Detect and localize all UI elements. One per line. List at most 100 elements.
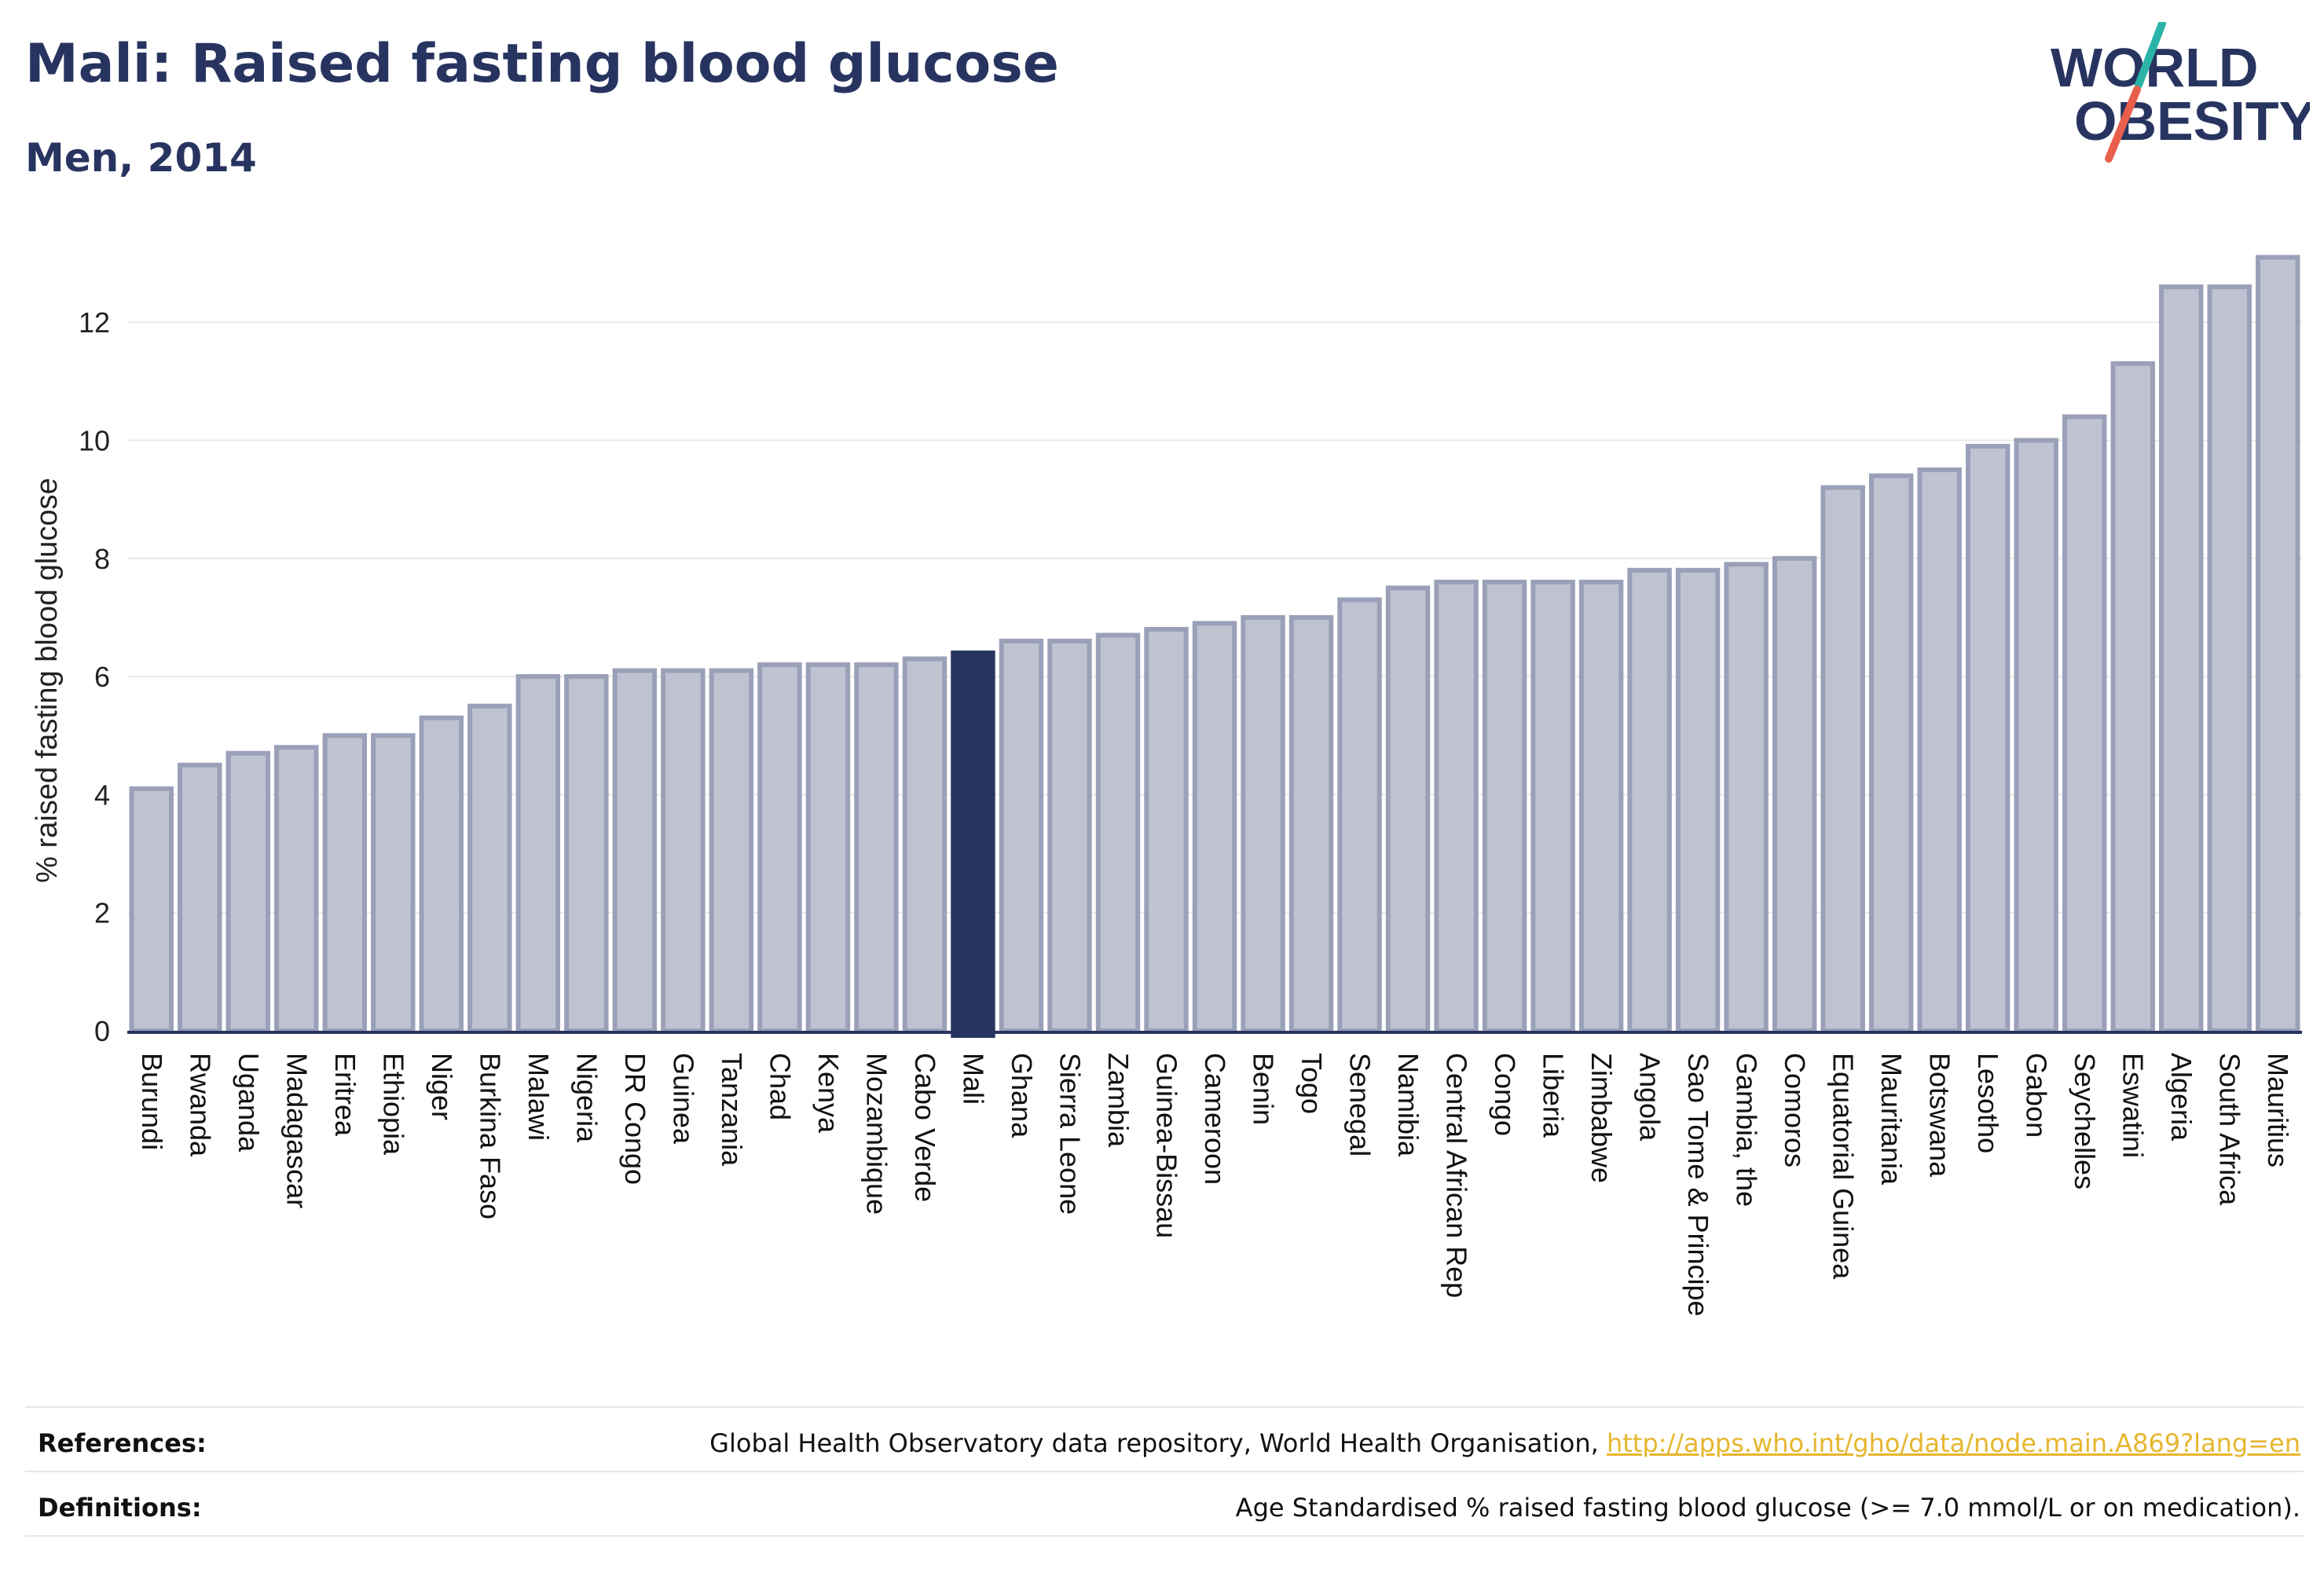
bar-guinea-bissau[interactable]: [1144, 626, 1189, 1034]
bar-liberia[interactable]: [1530, 579, 1575, 1033]
bar-congo[interactable]: [1482, 579, 1527, 1033]
bar-comoros[interactable]: [1772, 555, 1817, 1033]
x-tick-label: Seychelles: [2069, 1053, 2101, 1189]
x-tick-label: Madagascar: [280, 1053, 313, 1208]
bar-kenya[interactable]: [805, 662, 851, 1033]
bar-chad[interactable]: [757, 662, 802, 1033]
x-tick-label: Liberia: [1538, 1053, 1570, 1138]
bar-ethiopia[interactable]: [371, 733, 416, 1033]
footer-divider-bottom: [25, 1535, 2304, 1537]
references-label: References:: [38, 1428, 207, 1458]
x-tick-label: Comoros: [1779, 1053, 1811, 1167]
footer-divider-top: [25, 1406, 2304, 1408]
bar-lesotho[interactable]: [1965, 444, 2011, 1033]
bar-mali[interactable]: [951, 651, 995, 1038]
x-tick-label: Rwanda: [184, 1053, 216, 1157]
x-tick-label: Mali: [957, 1053, 989, 1105]
logo-accent-teal: [2135, 22, 2166, 89]
x-tick-label: Togo: [1296, 1053, 1328, 1114]
x-tick-label: Guinea: [667, 1053, 699, 1145]
bar-guinea[interactable]: [661, 668, 706, 1033]
x-tick-label: Equatorial Guinea: [1827, 1053, 1860, 1280]
x-tick-label: Guinea-Bissau: [1150, 1053, 1182, 1238]
bar-eswatini[interactable]: [2110, 361, 2155, 1033]
world-obesity-logo: WORLD OBESITY: [2051, 22, 2310, 163]
bar-niger[interactable]: [419, 715, 464, 1033]
bar-rwanda[interactable]: [178, 762, 222, 1033]
x-tick-label: Sierra Leone: [1054, 1053, 1086, 1215]
references-link[interactable]: http://apps.who.int/gho/data/node.main.A…: [1606, 1428, 2300, 1458]
y-tick-label: 0: [94, 1015, 110, 1047]
bar-namibia[interactable]: [1385, 585, 1431, 1033]
y-tick-label: 4: [94, 779, 110, 811]
x-tick-label: Namibia: [1392, 1053, 1424, 1157]
bar-tanzania[interactable]: [709, 668, 754, 1033]
bar-dr-congo[interactable]: [612, 668, 658, 1033]
bar-cameroon[interactable]: [1192, 621, 1237, 1033]
bar-sao-tome-principe[interactable]: [1675, 567, 1721, 1033]
x-tick-label: Senegal: [1344, 1053, 1376, 1156]
bar-eritrea[interactable]: [322, 733, 368, 1033]
bar-mozambique[interactable]: [854, 662, 899, 1033]
chart-subtitle: Men, 2014: [25, 135, 257, 181]
x-tick-label: Benin: [1248, 1053, 1280, 1125]
bar-gabon[interactable]: [2014, 438, 2058, 1033]
bar-ghana[interactable]: [999, 639, 1044, 1033]
bar-botswana[interactable]: [1917, 467, 1962, 1033]
bar-gambia-the[interactable]: [1724, 562, 1769, 1033]
x-tick-label: Ethiopia: [377, 1053, 409, 1156]
bar-cabo-verde[interactable]: [902, 656, 948, 1034]
x-tick-label: Nigeria: [570, 1053, 603, 1143]
logo-accent-coral: [2105, 86, 2141, 163]
x-tick-label: Algeria: [2165, 1053, 2198, 1142]
x-tick-label: Malawi: [522, 1053, 555, 1141]
bar-benin[interactable]: [1241, 614, 1285, 1033]
x-tick-label: Uganda: [233, 1053, 265, 1153]
bar-burkina-faso[interactable]: [467, 703, 512, 1034]
x-tick-label: Cabo Verde: [909, 1053, 941, 1202]
references-text: Global Health Observatory data repositor…: [709, 1428, 2300, 1458]
bar-nigeria[interactable]: [564, 674, 609, 1033]
y-tick-label: 12: [79, 306, 110, 339]
definitions-text: Age Standardised % raised fasting blood …: [1235, 1493, 2300, 1523]
x-tick-label: Lesotho: [1972, 1053, 2004, 1153]
references-source: Global Health Observatory data repositor…: [709, 1428, 1607, 1458]
x-tick-label: Ghana: [1006, 1053, 1038, 1138]
x-tick-label: Central African Rep: [1441, 1053, 1473, 1298]
bar-zambia[interactable]: [1095, 632, 1141, 1033]
y-tick-label: 6: [94, 661, 110, 693]
bar-seychelles[interactable]: [2062, 414, 2107, 1033]
bar-togo[interactable]: [1288, 614, 1334, 1033]
chart-title: Mali: Raised fasting blood glucose: [25, 33, 1059, 95]
bar-central-african-rep[interactable]: [1434, 579, 1479, 1033]
y-tick-labels: 0 2 4 6 8 10 12: [79, 306, 110, 1047]
bar-senegal[interactable]: [1337, 597, 1382, 1033]
x-tick-label: Chad: [764, 1053, 796, 1120]
x-tick-labels: Burundi Rwanda Uganda Madagascar Eritrea Ethi…: [136, 1053, 2294, 1317]
x-tick-label: Eritrea: [329, 1053, 361, 1137]
x-tick-label: Niger: [426, 1053, 458, 1120]
x-tick-label: Kenya: [812, 1053, 845, 1134]
bar-sierra-leone[interactable]: [1047, 639, 1092, 1033]
bar-equatorial-guinea[interactable]: [1820, 485, 1865, 1033]
y-tick-label: 8: [94, 543, 110, 575]
x-tick-label: Congo: [1489, 1053, 1521, 1136]
x-tick-label: Angola: [1634, 1053, 1666, 1142]
x-tick-label: Zambia: [1102, 1053, 1135, 1148]
bar-burundi[interactable]: [129, 786, 174, 1033]
bar-south-africa[interactable]: [2207, 284, 2252, 1034]
x-tick-label: Sao Tome & Principe: [1682, 1053, 1714, 1317]
x-tick-label: Gabon: [2021, 1053, 2053, 1138]
bar-algeria[interactable]: [2159, 284, 2204, 1034]
bar-uganda[interactable]: [225, 750, 270, 1034]
bar-chart: 0 2 4 6 8 10 12 Burundi Rwanda Uganda Madagascar E…: [31, 255, 2302, 1317]
bar-mauritius[interactable]: [2256, 255, 2300, 1033]
bar-mauritania[interactable]: [1868, 473, 1914, 1033]
bar-zimbabwe[interactable]: [1578, 579, 1624, 1033]
definitions-label: Definitions:: [38, 1493, 202, 1523]
bar-madagascar[interactable]: [274, 745, 319, 1033]
bar-malawi[interactable]: [515, 674, 561, 1033]
x-tick-label: South Africa: [2214, 1053, 2246, 1206]
x-tick-label: Mozambique: [860, 1053, 893, 1215]
bar-angola[interactable]: [1627, 567, 1672, 1033]
